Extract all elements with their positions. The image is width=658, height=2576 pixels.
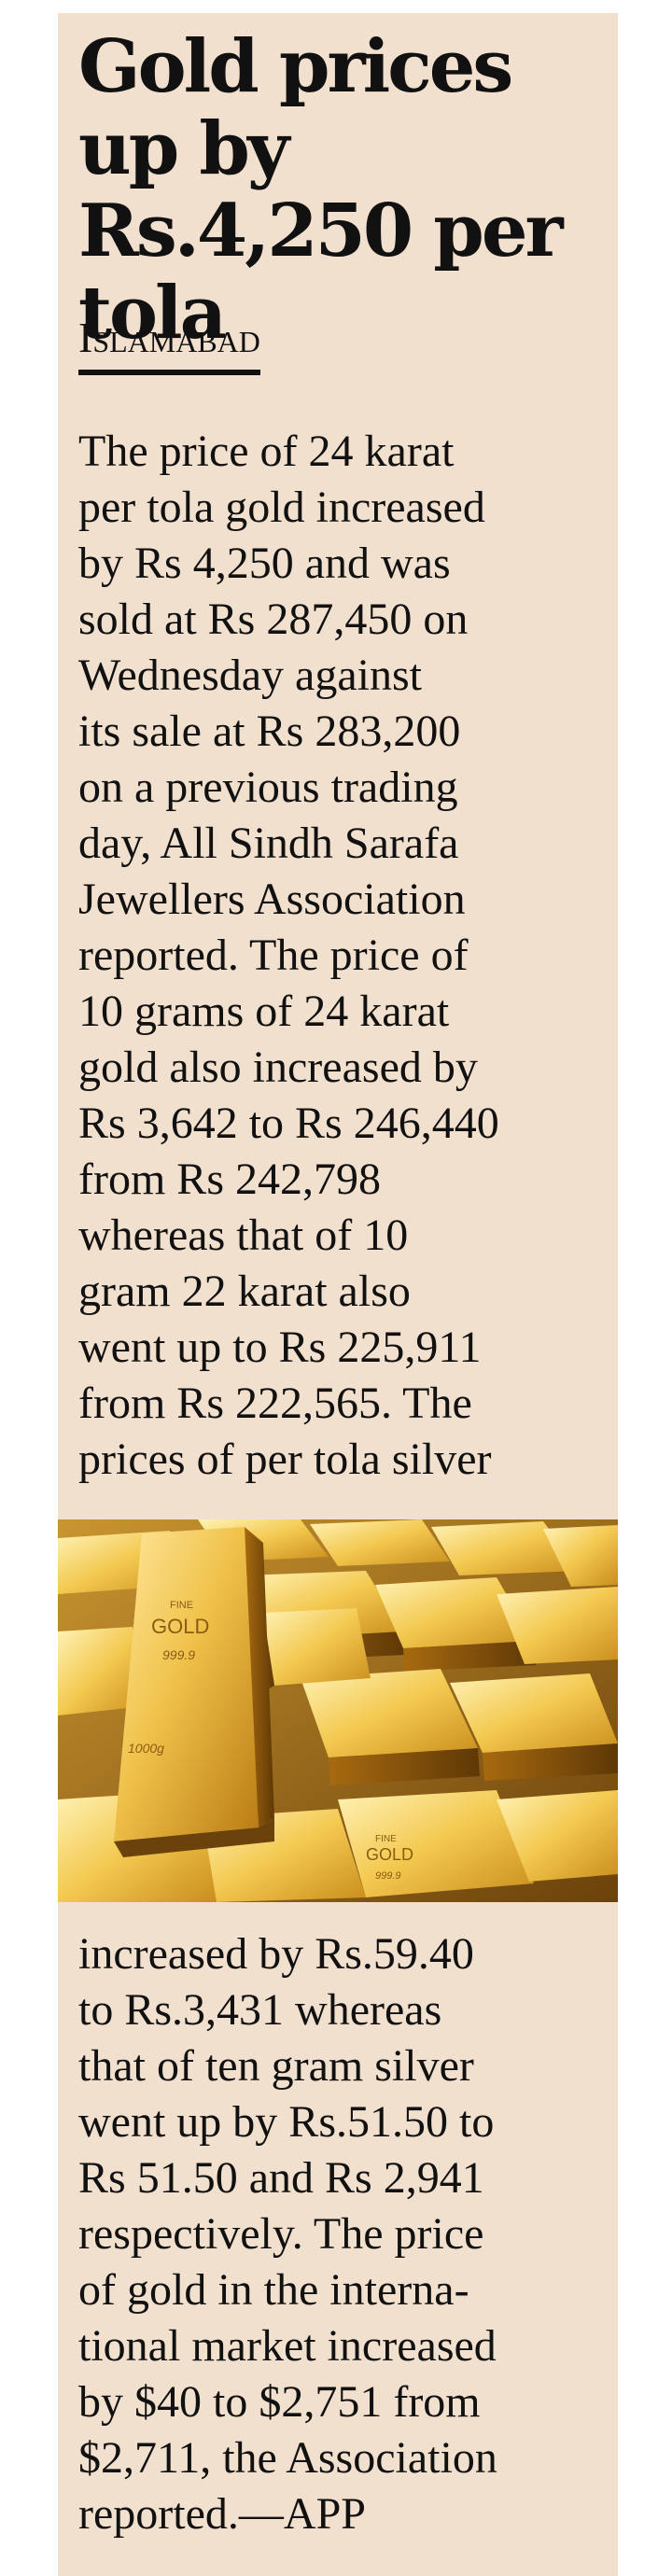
dateline: Islamabad [78, 310, 260, 375]
main-bar-weight: 1000g [128, 1741, 164, 1756]
main-gold-bar: FINE GOLD 999.9 1000g [114, 1527, 274, 1857]
article-paragraph-1: The price of 24 karat per tola gold incr… [78, 427, 499, 1484]
secondary-bar-purity: 999.9 [375, 1870, 401, 1882]
article-paragraph-2: increased by Rs.59.40 to Rs.3,431 wherea… [78, 1929, 497, 2539]
secondary-bar-gold: GOLD [366, 1845, 413, 1864]
main-bar-purity: 999.9 [162, 1647, 195, 1662]
gold-bars-photo: FINE GOLD 999.9 1000g FINE GOLD 999.9 [58, 1519, 618, 1902]
gold-bars-illustration: FINE GOLD 999.9 1000g FINE GOLD 999.9 [58, 1519, 618, 1902]
secondary-bar-fine: FINE [375, 1834, 397, 1844]
secondary-gold-bar: FINE GOLD 999.9 [366, 1834, 413, 1882]
headline: Gold prices up by Rs.4,250 per tola [78, 24, 564, 356]
main-bar-fine: FINE [170, 1600, 193, 1611]
main-bar-gold: GOLD [151, 1615, 209, 1638]
news-article: Gold prices up by Rs.4,250 per tola Isla… [58, 13, 618, 2576]
